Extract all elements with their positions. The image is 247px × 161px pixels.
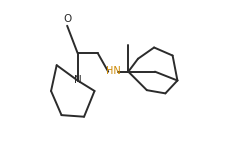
Text: O: O <box>63 14 71 24</box>
Text: N: N <box>74 75 82 85</box>
Text: HN: HN <box>106 66 120 76</box>
